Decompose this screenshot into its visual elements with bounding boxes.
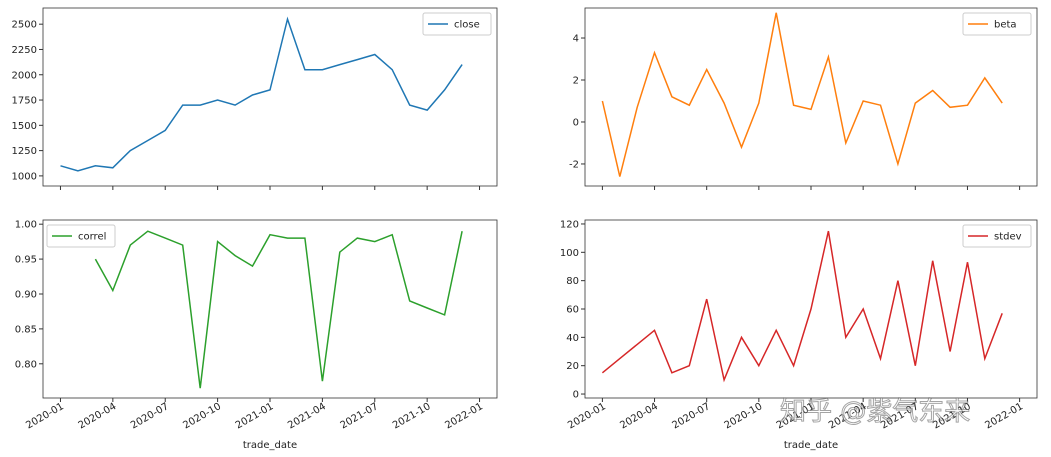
legend: beta (962, 12, 1032, 36)
legend: close (422, 12, 492, 36)
legend-box (46, 224, 116, 248)
y-tick-label: 2250 (12, 45, 37, 56)
y-tick-label: 4 (573, 34, 579, 45)
y-tick-label: 2 (573, 75, 579, 86)
y-tick-label: 0 (573, 390, 579, 401)
y-tick-label: 1500 (12, 121, 37, 132)
y-tick-label: 0.90 (15, 289, 37, 300)
legend: correl (46, 224, 116, 248)
x-tick-label: 2020-10 (723, 401, 765, 431)
plot-frame (42, 219, 498, 399)
x-tick-label: 2020-04 (618, 401, 660, 431)
series-line (60, 16, 463, 172)
y-tick-label: 80 (566, 276, 579, 287)
y-tick-label: 0.80 (15, 359, 37, 370)
legend-label: beta (994, 20, 1017, 31)
y-tick-label: 1000 (12, 171, 37, 182)
y-tick-label: 0.85 (15, 324, 37, 335)
x-tick-label: 2021-01 (234, 401, 276, 431)
y-tick-label: 0.95 (15, 255, 37, 266)
x-tick-label: 2022-01 (983, 401, 1025, 431)
y-tick-label: 2000 (12, 70, 37, 81)
x-tick-label: 2021-07 (339, 401, 381, 431)
x-tick-label: 2021-10 (391, 401, 433, 431)
y-tick-label: 60 (566, 305, 579, 316)
legend: stdev (962, 224, 1032, 248)
y-tick-label: 1250 (12, 146, 37, 157)
x-tick-label: 2020-04 (77, 401, 119, 431)
plot-frame (584, 219, 1038, 399)
legend-label: close (454, 20, 480, 31)
series-line (601, 230, 1003, 383)
x-axis-label: trade_date (784, 440, 838, 451)
legend-box (962, 12, 1032, 36)
series-line (601, 12, 1003, 177)
legend-label: correl (78, 232, 106, 243)
x-tick-label: 2021-04 (286, 401, 328, 431)
plot-frame (584, 7, 1038, 187)
y-tick-label: 1.00 (15, 220, 37, 231)
y-tick-label: -2 (569, 159, 579, 170)
legend-box (962, 224, 1032, 248)
y-tick-label: 20 (566, 361, 579, 372)
legend-label: stdev (994, 232, 1022, 243)
x-tick-label: 2022-01 (443, 401, 485, 431)
watermark: 知乎 @紫气东来 (780, 397, 970, 427)
series-line (94, 230, 463, 389)
y-tick-label: 100 (560, 248, 579, 259)
y-tick-label: 120 (560, 219, 579, 230)
y-tick-label: 40 (566, 333, 579, 344)
x-tick-label: 2020-01 (24, 401, 66, 431)
y-tick-label: 1750 (12, 96, 37, 107)
x-tick-label: 2020-07 (129, 401, 171, 431)
legend-box (422, 12, 492, 36)
x-tick-label: 2020-10 (181, 401, 223, 431)
plot-frame (42, 7, 498, 187)
x-tick-label: 2020-01 (566, 401, 608, 431)
y-tick-label: 0 (573, 117, 579, 128)
x-axis-label: trade_date (243, 440, 297, 451)
y-tick-label: 2500 (12, 20, 37, 31)
x-tick-label: 2020-07 (670, 401, 712, 431)
